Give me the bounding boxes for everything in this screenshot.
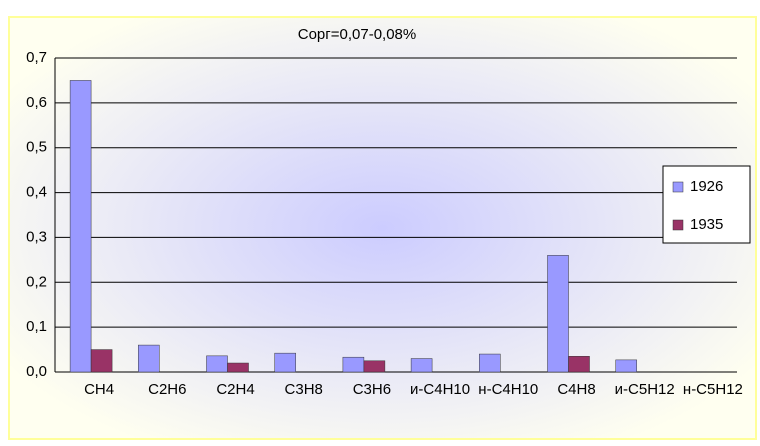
x-tick-label: и-C5H12	[615, 381, 675, 398]
legend-label: 1935	[690, 216, 723, 233]
y-tick-label: 0,6	[26, 94, 47, 111]
bar	[547, 255, 569, 373]
x-tick-label: C2H4	[216, 381, 254, 398]
x-tick-label: C2H6	[148, 381, 186, 398]
y-tick-label: 0,4	[26, 184, 47, 201]
y-tick-label: 0,3	[26, 228, 47, 245]
x-tick-label: н-C5H12	[683, 381, 743, 398]
y-tick-label: 0,1	[26, 318, 47, 335]
bar	[69, 80, 92, 373]
y-tick-label: 0,7	[26, 49, 47, 66]
y-tick-label: 0,2	[26, 273, 47, 290]
bar	[568, 356, 590, 373]
y-tick-label: 0,5	[26, 139, 47, 156]
legend-label: 1926	[690, 178, 723, 195]
legend-swatch	[672, 219, 684, 231]
chart-title: Сорг=0,07-0,08%	[298, 26, 416, 43]
x-tick-label: C3H6	[353, 381, 391, 398]
legend-swatch	[672, 181, 684, 193]
bar	[615, 359, 637, 373]
y-tick-label: 0,0	[26, 363, 47, 380]
x-tick-label: C4H8	[557, 381, 595, 398]
bar	[479, 353, 501, 373]
bar	[274, 352, 296, 373]
bar	[342, 356, 365, 373]
bar	[90, 349, 113, 373]
bar	[227, 362, 249, 373]
bar	[206, 355, 228, 373]
x-tick-label: и-C4H10	[410, 381, 470, 398]
chart-frame	[8, 16, 757, 440]
x-tick-label: C3H8	[285, 381, 323, 398]
bar	[138, 344, 160, 373]
bar	[410, 358, 433, 373]
x-tick-label: н-C4H10	[478, 381, 538, 398]
bar	[363, 360, 386, 373]
x-tick-label: CH4	[84, 381, 114, 398]
